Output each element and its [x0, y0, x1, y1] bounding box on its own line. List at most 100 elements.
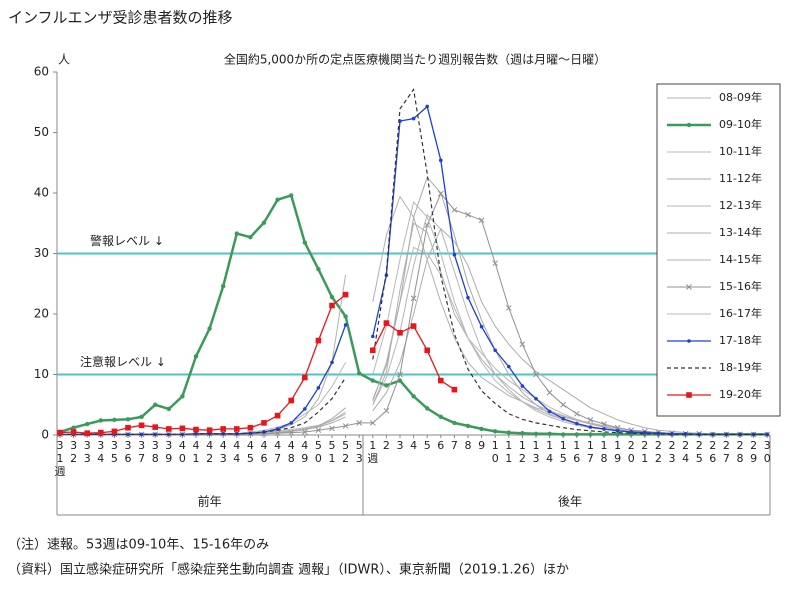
marker: [371, 334, 375, 339]
marker: [533, 431, 539, 436]
x-tick-label: 9: [478, 439, 485, 452]
marker: [220, 426, 226, 432]
marker: [166, 406, 171, 412]
marker: [601, 421, 607, 427]
marker: [180, 394, 185, 399]
y-tick-label: 20: [34, 307, 49, 321]
marker: [451, 386, 458, 393]
marker: [301, 429, 308, 435]
marker: [587, 417, 594, 423]
legend-label: 16-17年: [719, 306, 762, 320]
note: （資料）国立感染症研究所「感染症発生動向調査 週報」（IDWR）、東京新聞（20…: [8, 562, 569, 578]
marker: [98, 429, 104, 436]
marker: [479, 426, 484, 432]
marker: [357, 371, 362, 376]
marker: [207, 326, 212, 331]
marker: [85, 421, 90, 427]
marker: [425, 104, 430, 109]
x-tick-label: 6: [437, 439, 444, 452]
marker: [546, 389, 553, 396]
marker: [343, 323, 348, 327]
marker: [424, 222, 431, 228]
legend-label: 08-09年: [719, 90, 762, 104]
marker: [520, 384, 525, 388]
marker: [573, 410, 580, 417]
y-tick-label: 60: [34, 65, 49, 79]
marker: [397, 329, 403, 336]
marker: [411, 394, 416, 399]
marker: [98, 418, 104, 423]
marker: [492, 260, 499, 267]
marker: [465, 211, 471, 218]
marker: [384, 383, 389, 388]
marker: [615, 432, 620, 437]
marker: [560, 401, 567, 408]
marker: [315, 337, 322, 344]
marker: [561, 432, 566, 437]
marker: [410, 323, 417, 329]
reference-label: 警報レベル ↓: [90, 233, 164, 248]
marker: [452, 252, 457, 257]
marker: [247, 424, 254, 431]
marker: [261, 420, 267, 426]
marker: [329, 294, 335, 300]
marker: [370, 378, 375, 383]
marker: [687, 339, 691, 343]
marker: [343, 314, 348, 319]
marker: [411, 116, 416, 121]
marker: [302, 240, 307, 245]
marker: [520, 430, 525, 436]
marker: [410, 295, 417, 302]
y-tick-label: 40: [34, 186, 49, 200]
series-line: [60, 87, 768, 435]
marker: [493, 429, 498, 434]
marker: [438, 414, 443, 420]
marker: [451, 207, 458, 213]
marker: [505, 305, 512, 311]
marker: [316, 267, 321, 272]
y-axis-unit: 人: [58, 53, 70, 67]
legend-label: 17-18年: [719, 333, 762, 347]
x-group-label: 後年: [558, 495, 582, 509]
legend-label: 14-15年: [719, 252, 762, 266]
legend-label: 12-13年: [719, 198, 762, 212]
chart-title: インフルエンザ受診患者数の推移: [8, 9, 233, 27]
marker: [534, 396, 538, 401]
legend-label: 15-16年: [719, 279, 762, 293]
marker: [84, 430, 90, 436]
marker: [329, 425, 335, 432]
marker: [57, 429, 63, 436]
marker: [315, 427, 322, 434]
marker: [397, 378, 403, 383]
marker: [561, 416, 565, 421]
y-tick-label: 0: [41, 428, 49, 442]
marker: [153, 432, 157, 437]
marker: [686, 284, 692, 290]
y-tick-label: 50: [34, 125, 49, 139]
marker: [683, 431, 688, 436]
marker: [234, 426, 240, 432]
x-group-label: 前年: [198, 494, 222, 509]
marker: [425, 406, 430, 411]
marker: [466, 295, 470, 300]
marker: [288, 429, 295, 436]
marker: [686, 122, 692, 128]
